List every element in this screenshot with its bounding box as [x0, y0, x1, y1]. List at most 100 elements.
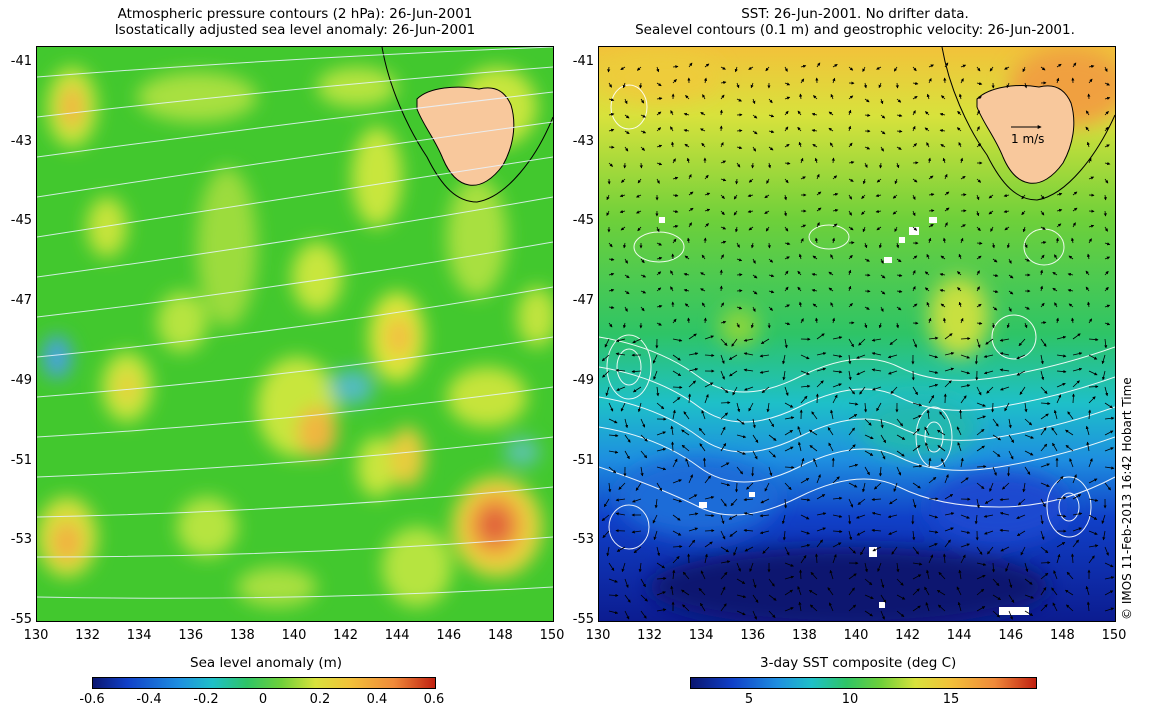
velocity-arrow [639, 162, 643, 169]
velocity-arrow [1072, 539, 1079, 548]
velocity-arrow [736, 322, 740, 328]
velocity-arrow [720, 514, 725, 525]
velocity-arrow [784, 143, 790, 148]
velocity-arrow [815, 393, 819, 404]
velocity-arrow [608, 578, 618, 583]
velocity-arrow [615, 352, 626, 356]
velocity-arrow [1088, 458, 1093, 468]
velocity-arrow [620, 66, 626, 71]
velocity-arrow [880, 306, 884, 312]
velocity-arrow [939, 411, 946, 420]
velocity-arrow [816, 539, 823, 548]
velocity-arrow [784, 416, 795, 420]
velocity-arrow [768, 434, 777, 441]
left-title-line2: Isostatically adjusted sea level anomaly… [114, 22, 476, 38]
velocity-arrow [624, 594, 631, 603]
velocity-arrow [896, 289, 903, 293]
velocity-arrow [874, 482, 882, 490]
velocity-arrow [893, 482, 898, 493]
velocity-arrow [1056, 208, 1063, 212]
velocity-arrow [1004, 402, 1010, 412]
velocity-arrow [944, 474, 949, 484]
velocity-arrow [888, 530, 898, 535]
velocity-arrow [616, 546, 626, 552]
velocity-arrow [808, 429, 818, 436]
velocity-arrow [1065, 429, 1074, 436]
velocity-arrow [720, 320, 727, 324]
velocity-arrow [784, 429, 794, 436]
velocity-arrow [958, 142, 962, 148]
velocity-arrow [784, 562, 794, 567]
velocity-arrow [683, 112, 690, 116]
velocity-arrow [700, 570, 706, 580]
velocity-arrow [1088, 370, 1098, 376]
velocity-arrow [720, 401, 731, 405]
velocity-arrow [811, 112, 818, 116]
velocity-arrow [879, 162, 883, 169]
velocity-arrow [608, 482, 612, 493]
velocity-arrow [944, 380, 952, 388]
velocity-arrow [686, 157, 690, 164]
velocity-arrow [856, 530, 866, 536]
velocity-arrow [991, 242, 996, 249]
velocity-arrow [1052, 287, 1058, 292]
velocity-arrow [896, 98, 902, 103]
velocity-arrow [767, 162, 772, 169]
velocity-arrow [864, 594, 874, 600]
velocity-arrow [1067, 411, 1074, 420]
velocity-arrow [878, 322, 882, 329]
velocity-arrow [784, 607, 794, 612]
velocity-arrow [830, 254, 834, 260]
velocity-arrow [896, 306, 902, 311]
velocity-arrow [858, 338, 866, 346]
velocity-arrow [1072, 333, 1081, 340]
velocity-arrow [974, 514, 978, 525]
velocity-arrow [608, 593, 619, 598]
velocity-arrow [1024, 258, 1030, 262]
velocity-arrow [1067, 288, 1074, 293]
velocity-arrow [928, 193, 935, 197]
velocity-arrow [960, 554, 966, 564]
velocity-arrow [976, 286, 980, 292]
velocity-arrow [958, 569, 962, 580]
velocity-arrow [672, 318, 677, 324]
velocity-arrow [944, 494, 954, 500]
left-lon-tick-label: 150 [539, 628, 565, 643]
velocity-arrow [752, 114, 758, 119]
velocity-arrow [624, 290, 630, 295]
velocity-arrow [606, 210, 610, 216]
velocity-arrow [608, 402, 614, 412]
velocity-arrow [764, 210, 770, 214]
velocity-arrow [743, 528, 754, 533]
velocity-arrow [944, 62, 949, 68]
velocity-arrow [656, 127, 662, 132]
velocity-arrow [624, 258, 628, 264]
velocity-arrow [698, 427, 706, 436]
velocity-arrow [784, 161, 791, 165]
velocity-arrow [798, 253, 802, 260]
velocity-arrow [1008, 610, 1013, 620]
velocity-arrow [1039, 269, 1044, 276]
velocity-arrow [1040, 241, 1047, 245]
velocity-arrow [1055, 237, 1059, 244]
velocity-arrow [797, 425, 802, 436]
velocity-arrow [1104, 226, 1108, 232]
velocity-arrow [1040, 546, 1049, 554]
velocity-arrow [782, 530, 786, 541]
velocity-arrow [987, 546, 994, 555]
velocity-arrow [860, 546, 866, 556]
velocity-arrow [752, 610, 757, 620]
velocity-arrow [814, 553, 819, 564]
velocity-arrow [829, 569, 834, 580]
velocity-arrow [748, 402, 754, 412]
velocity-arrow [608, 610, 619, 615]
velocity-arrow [619, 194, 626, 198]
velocity-arrow [631, 369, 642, 374]
velocity-arrow [956, 426, 962, 436]
velocity-arrow [832, 208, 839, 213]
velocity-arrow [1101, 370, 1106, 381]
velocity-arrow [1054, 254, 1058, 260]
velocity-arrow [1103, 210, 1107, 217]
velocity-arrow [880, 290, 886, 295]
velocity-arrow [621, 178, 626, 183]
